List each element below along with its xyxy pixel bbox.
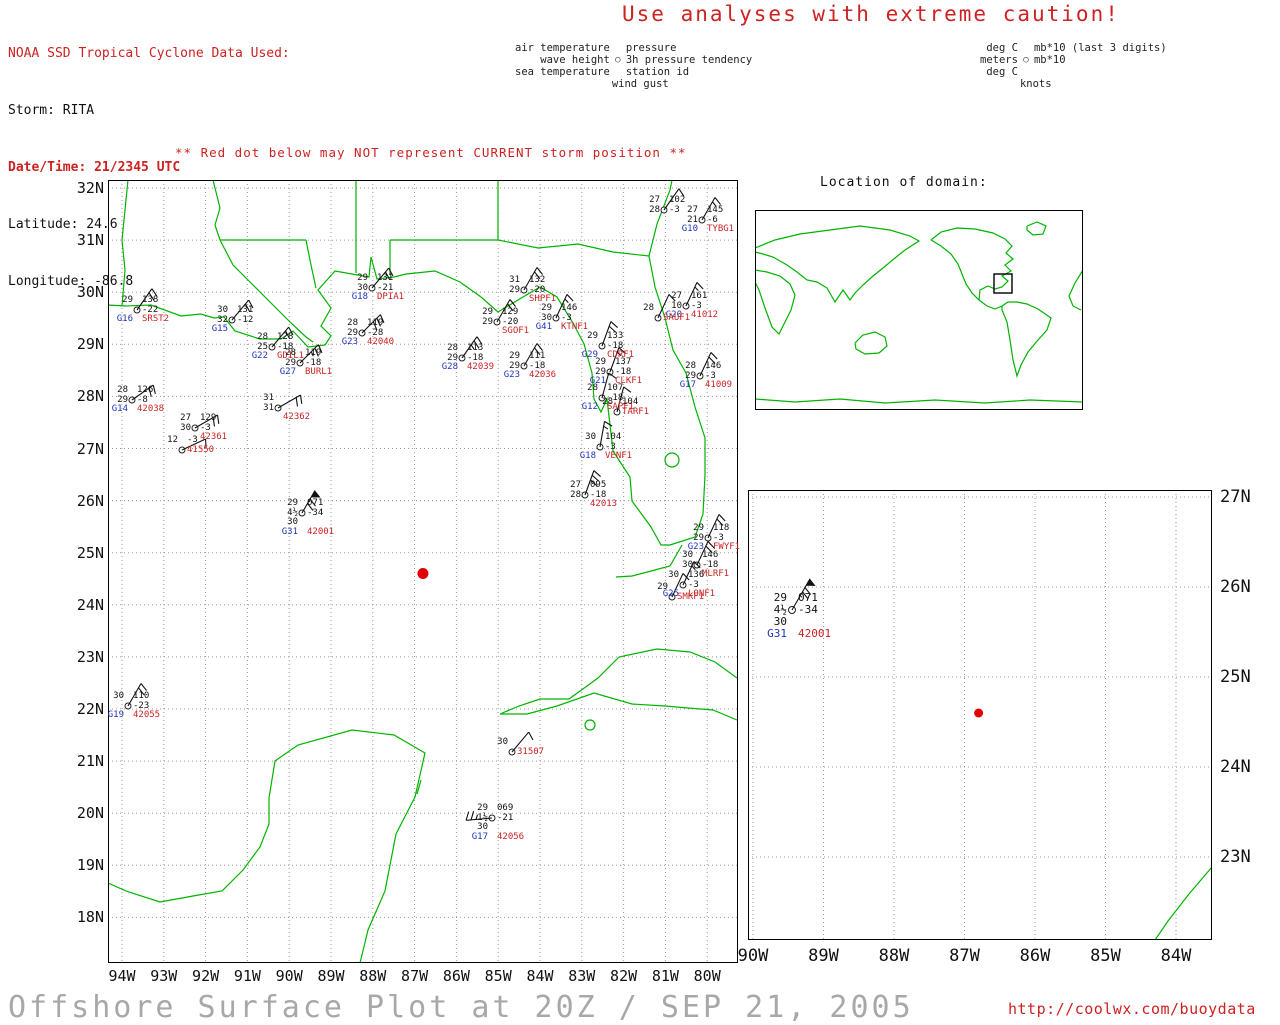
main-lon-label: 92W xyxy=(192,967,220,985)
units-meters: meters xyxy=(980,54,1018,66)
main-lat-label: 18N xyxy=(76,908,104,927)
australia-outline xyxy=(854,331,888,355)
main-lon-label: 87W xyxy=(401,967,429,985)
main-lat-label: 29N xyxy=(76,335,104,354)
zoom-inset-gridlines xyxy=(748,490,1212,940)
south-america-outline xyxy=(1001,301,1052,379)
main-lon-label: 83W xyxy=(568,967,596,985)
legend-wave-height: wave height xyxy=(540,54,610,66)
legend-station-id: station id xyxy=(625,66,690,78)
zoom-lon-label: 89W xyxy=(808,946,839,966)
main-lon-label: 94W xyxy=(108,967,136,985)
plot-title: Offshore Surface Plot at 20Z / SEP 21, 2… xyxy=(8,990,914,1025)
data-source-line: NOAA SSD Tropical Cyclone Data Used: xyxy=(8,46,290,61)
world-outlines xyxy=(755,221,1083,404)
main-lat-label: 27N xyxy=(76,439,104,458)
zoom-lon-label: 86W xyxy=(1019,946,1051,966)
station-circle-icon: ○ xyxy=(1023,55,1029,65)
main-map-border xyxy=(108,180,738,963)
main-lon-label: 91W xyxy=(233,967,261,985)
lake-okeechobee xyxy=(664,452,680,468)
main-map-gridlines xyxy=(108,180,738,963)
domain-inset-border xyxy=(755,210,1083,410)
source-url[interactable]: http://coolwx.com/buoydata xyxy=(1008,1000,1256,1018)
main-lon-label: 93W xyxy=(150,967,178,985)
main-lat-label: 19N xyxy=(76,856,104,875)
florida-keys xyxy=(615,544,683,578)
main-lat-label: 20N xyxy=(76,804,104,823)
main-lon-label: 81W xyxy=(651,967,679,985)
main-map xyxy=(108,180,738,963)
legend-sea-temp: sea temperature xyxy=(515,66,610,78)
coastlines xyxy=(108,180,738,963)
main-lat-label: 21N xyxy=(76,752,104,771)
north-america-west-coast xyxy=(930,239,1003,310)
zoom-lat-label: 27N xyxy=(1220,487,1251,507)
units-mb10: mb*10 xyxy=(1033,54,1066,66)
eurasia-outline xyxy=(755,225,921,304)
africa-west-outline xyxy=(1068,269,1083,311)
zoom-inset-coastlines xyxy=(1154,866,1212,940)
main-lon-label: 88W xyxy=(359,967,387,985)
units-degc-1: deg C xyxy=(986,42,1018,54)
main-lon-label: 85W xyxy=(484,967,512,985)
caution-banner: Use analyses with extreme caution! xyxy=(622,2,1120,26)
isle-of-youth xyxy=(584,719,596,731)
zoom-lat-label: 25N xyxy=(1220,667,1251,687)
main-lon-label: 90W xyxy=(275,967,303,985)
domain-location-inset xyxy=(755,210,1083,410)
units-degc-2: deg C xyxy=(986,66,1018,78)
units-mb10-digits: mb*10 (last 3 digits) xyxy=(1033,42,1167,54)
zoom-lon-label: 87W xyxy=(949,946,980,966)
datetime-line: Date/Time: 21/2345 UTC xyxy=(8,160,181,175)
zoom-lat-label: 24N xyxy=(1220,757,1251,777)
zoom-inset-map xyxy=(748,490,1212,940)
zoom-lon-label: 84W xyxy=(1160,946,1192,966)
storm-name-line: Storm: RITA xyxy=(8,103,95,118)
station-model-legend: air temperature pressure wave height ○ 3h p… xyxy=(515,42,752,90)
main-lat-label: 22N xyxy=(76,700,104,718)
legend-tendency: 3h pressure tendency xyxy=(625,54,753,66)
main-lon-label: 84W xyxy=(526,967,554,985)
main-lon-label: 86W xyxy=(442,967,470,985)
yucatan-coastline xyxy=(108,729,426,963)
latitude-line: Latitude: 24.6 xyxy=(8,217,118,232)
greenland-outline xyxy=(1026,221,1047,236)
main-lat-label: 26N xyxy=(76,491,104,510)
legend-wind-gust: wind gust xyxy=(611,78,669,90)
border-pearl-river xyxy=(305,239,317,289)
africa-east-outline xyxy=(755,269,796,336)
north-america-east-coast xyxy=(930,227,1014,301)
zoom-lon-label: 88W xyxy=(878,946,910,966)
main-lon-label: 89W xyxy=(317,967,345,985)
antarctica-outline xyxy=(755,398,1083,404)
domain-inset-title: Location of domain: xyxy=(820,175,988,190)
legend-air-temp: air temperature xyxy=(515,42,610,54)
mississippi-river xyxy=(219,239,314,343)
cuba-coastline xyxy=(499,648,738,721)
main-lat-label: 28N xyxy=(76,387,104,406)
border-tx-la xyxy=(121,180,129,307)
storm-info-block: NOAA SSD Tropical Cyclone Data Used: Sto… xyxy=(8,6,290,310)
cozumel xyxy=(416,779,422,795)
border-ga-fl xyxy=(497,239,650,257)
border-ms-river xyxy=(212,180,221,241)
gulf-coastline xyxy=(108,180,706,546)
cuba-northwest-coast xyxy=(1154,866,1212,940)
main-lon-label: 80W xyxy=(693,967,721,985)
main-lat-label: 25N xyxy=(76,543,104,562)
station-circle-icon: ○ xyxy=(615,55,621,65)
main-lat-label: 24N xyxy=(76,595,104,614)
main-lon-label: 82W xyxy=(610,967,638,985)
zoom-inset-border xyxy=(748,490,1212,940)
zoom-lat-label: 26N xyxy=(1220,577,1251,597)
main-lat-label: 23N xyxy=(76,647,104,666)
legend-pressure: pressure xyxy=(625,42,677,54)
zoom-lon-label: 85W xyxy=(1090,946,1121,966)
units-knots: knots xyxy=(1019,78,1052,90)
storm-position-note: ** Red dot below may NOT represent CURRE… xyxy=(175,145,687,160)
zoom-lat-label: 23N xyxy=(1220,847,1251,867)
domain-rectangle xyxy=(993,273,1013,294)
